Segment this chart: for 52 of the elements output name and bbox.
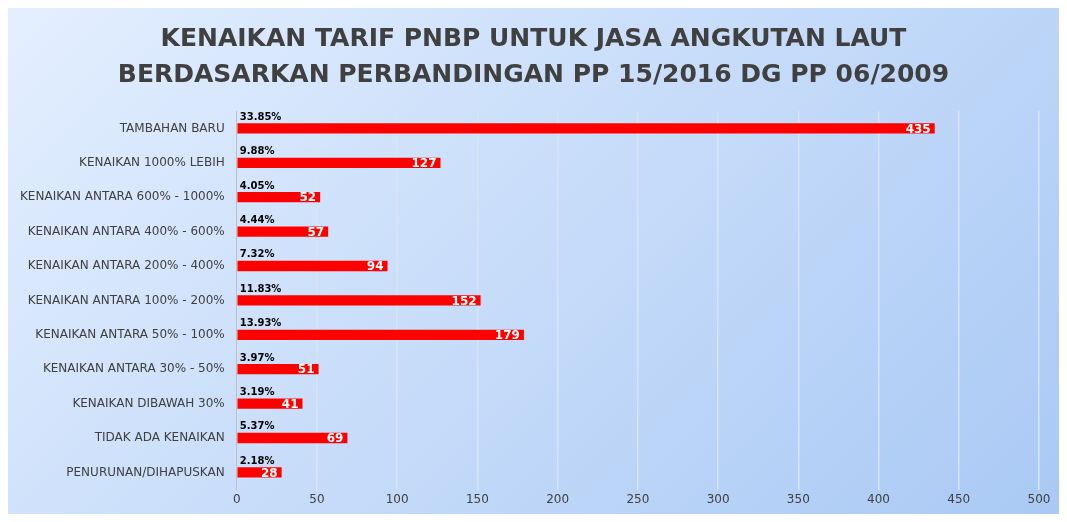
y-tick-label: TIDAK ADA KENAIKAN bbox=[93, 430, 225, 445]
data-label: 152 bbox=[451, 293, 477, 308]
data-label: 51 bbox=[297, 362, 315, 377]
x-tick-label: 150 bbox=[465, 491, 489, 506]
x-tick-label: 250 bbox=[626, 491, 650, 506]
annotation: 4.05% bbox=[239, 179, 275, 191]
data-label: 57 bbox=[307, 224, 325, 239]
bar bbox=[237, 123, 935, 134]
annotation: 2.18% bbox=[239, 454, 275, 466]
x-tick-label: 350 bbox=[786, 491, 810, 506]
x-tick-label: 400 bbox=[867, 491, 890, 506]
y-tick-label: KENAIKAN ANTARA 400% - 600% bbox=[27, 223, 225, 238]
data-label: 28 bbox=[260, 465, 278, 480]
data-label: 179 bbox=[494, 327, 520, 342]
annotation: 33.85% bbox=[239, 110, 282, 122]
x-tick-label: 50 bbox=[309, 491, 325, 506]
bar bbox=[237, 398, 303, 409]
annotation: 3.97% bbox=[239, 351, 275, 363]
annotation: 9.88% bbox=[239, 145, 275, 157]
y-tick-label: PENURUNAN/DIHAPUSKAN bbox=[66, 464, 225, 479]
x-tick-label: 200 bbox=[546, 491, 570, 506]
annotation: 4.44% bbox=[239, 214, 275, 226]
bar bbox=[237, 329, 524, 340]
annotation: 5.37% bbox=[239, 420, 275, 432]
y-tick-label: KENAIKAN ANTARA 100% - 200% bbox=[27, 292, 225, 307]
data-label: 69 bbox=[326, 431, 344, 446]
x-tick-label: 300 bbox=[706, 491, 730, 506]
data-label: 52 bbox=[299, 190, 317, 205]
y-tick-label: KENAIKAN ANTARA 200% - 400% bbox=[27, 258, 225, 273]
data-label: 435 bbox=[905, 121, 931, 136]
x-tick-label: 500 bbox=[1027, 491, 1051, 506]
y-tick-label: KENAIKAN ANTARA 50% - 100% bbox=[35, 326, 225, 341]
x-tick-label: 0 bbox=[232, 491, 241, 506]
bar bbox=[237, 260, 388, 272]
annotation: 11.83% bbox=[239, 282, 282, 294]
x-tick-label: 450 bbox=[947, 491, 971, 506]
annotation: 3.19% bbox=[239, 386, 275, 398]
bar bbox=[237, 226, 329, 237]
annotation: 13.93% bbox=[239, 317, 282, 329]
chart-title: KENAIKAN TARIF PNBP UNTUK JASA ANGKUTAN LAUT BERDASARKAN PERBANDINGAN PP 15/2016 DG PP 06/2009 bbox=[116, 22, 951, 90]
y-tick-label: KENAIKAN 1000% LEBIH bbox=[79, 154, 225, 169]
annotation: 7.32% bbox=[239, 248, 275, 260]
x-tick-label: 100 bbox=[385, 491, 409, 506]
data-label: 41 bbox=[281, 396, 299, 411]
data-label: 94 bbox=[366, 259, 384, 274]
y-tick-label: KENAIKAN DIBAWAH 30% bbox=[72, 395, 225, 410]
data-label: 127 bbox=[411, 155, 437, 170]
y-tick-label: KENAIKAN ANTARA 30% - 50% bbox=[42, 361, 225, 376]
bar bbox=[237, 157, 441, 168]
y-tick-label: KENAIKAN ANTARA 600% - 1000% bbox=[19, 189, 225, 204]
y-tick-label: TAMBAHAN BARU bbox=[118, 120, 225, 135]
bar bbox=[237, 295, 481, 306]
